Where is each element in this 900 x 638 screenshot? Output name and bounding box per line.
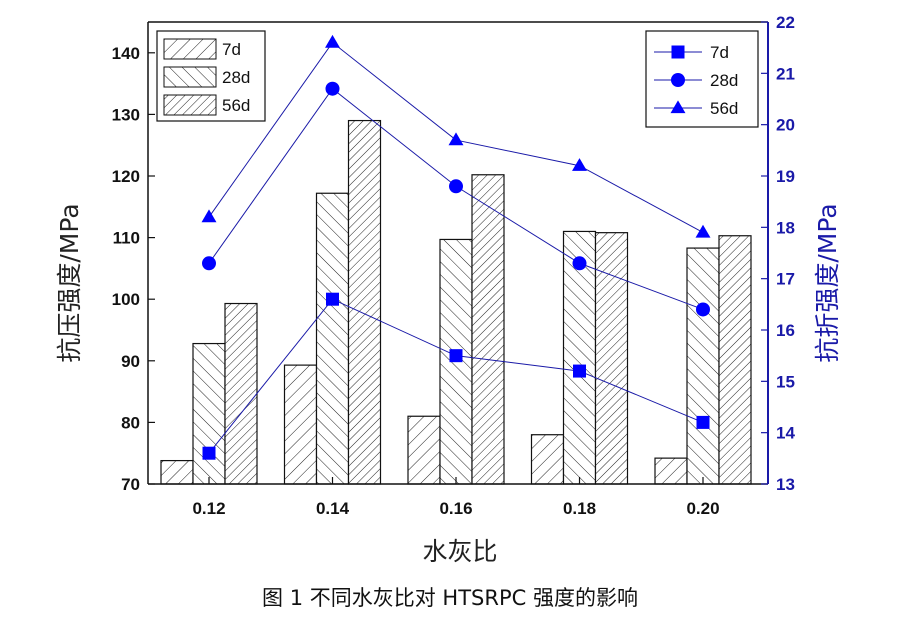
y-left-tick-label-80: 80 [121,413,140,432]
y-left-tick-label-130: 130 [112,105,140,124]
y-left-tick-label-70: 70 [121,475,140,494]
legend-left-label-28d: 28d [222,68,250,87]
point-7d-0.16 [449,349,463,363]
y-left-tick-label-100: 100 [112,290,140,309]
legend-left-label-7d: 7d [222,40,241,59]
y-right-tick-label-20: 20 [776,116,795,135]
legend-left: 7d 28d 56d [156,30,266,122]
x-tick-label-0.14: 0.14 [316,499,350,518]
bar-7d-0.16 [407,415,441,485]
lines-layer [201,34,711,460]
legend-left-swatch-28d [163,66,217,88]
point-7d-0.14 [326,292,339,306]
bar-56d-0.14 [347,119,382,485]
x-tick-label-0.20: 0.20 [686,499,719,518]
axes-layer: 70 80 90 100 110 120 130 140 13 14 15 16 17 18 19 20 21 2… [112,13,796,518]
legend-right-label-56d: 56d [710,99,738,118]
x-tick-label-0.16: 0.16 [439,499,472,518]
y-right-tick-label-18: 18 [776,218,795,237]
point-7d-0.12 [202,446,216,460]
y-right-tick-label-13: 13 [776,475,795,494]
legend-left-label-56d: 56d [222,96,250,115]
x-tick-label-0.18: 0.18 [563,499,596,518]
point-56d-0.20 [695,224,711,238]
y-right-tick-label-21: 21 [776,64,795,83]
y-right-tick-label-19: 19 [776,167,795,186]
point-28d-0.18 [572,256,587,271]
bar-7d-0.12 [160,459,194,485]
bar-7d-0.14 [283,364,318,485]
legend-right-box [645,30,759,128]
legend-right-label-7d: 7d [710,43,729,62]
bar-28d-0.14 [315,192,350,485]
legend-right-label-28d: 28d [710,71,738,90]
bar-7d-0.18 [530,434,565,485]
bar-28d-0.18 [562,230,597,485]
bar-28d-0.20 [686,247,720,485]
bar-56d-0.16 [471,174,505,485]
legend-right-marker-28d [671,73,685,87]
bars-layer [160,119,752,485]
legend-left-swatch-7d [163,38,217,60]
x-tick-label-0.12: 0.12 [192,499,225,518]
legend-right-marker-7d [671,45,685,59]
y-right-tick-label-16: 16 [776,321,795,340]
point-28d-0.12 [202,256,216,271]
y-right-tick-label-15: 15 [776,372,795,391]
figure-caption: 图 1 不同水灰比对 HTSRPC 强度的影响 [262,586,638,610]
point-56d-0.14 [325,34,340,48]
point-28d-0.14 [325,81,340,96]
y-left-tick-label-110: 110 [113,229,140,248]
y-right-tick-label-14: 14 [776,424,795,443]
point-28d-0.20 [696,302,710,317]
point-7d-0.20 [696,415,710,429]
bar-56d-0.20 [718,235,752,485]
y-axis-left-label: 抗压强度/MPa [55,203,84,362]
bar-56d-0.12 [224,302,258,485]
y-left-tick-label-140: 140 [112,44,140,63]
point-28d-0.16 [449,179,463,194]
legend-left-swatch-56d [163,94,217,116]
bar-56d-0.18 [594,232,629,485]
y-axis-right-label: 抗折强度/MPa [813,203,842,362]
y-right-tick-label-17: 17 [776,270,795,289]
point-56d-0.16 [448,132,464,146]
y-right-tick-label-22: 22 [776,13,795,32]
point-7d-0.18 [573,364,586,378]
point-56d-0.18 [572,158,587,171]
y-left-tick-label-120: 120 [112,167,140,186]
y-left-tick-label-90: 90 [121,352,140,371]
bar-28d-0.12 [192,342,226,485]
point-56d-0.12 [201,209,217,223]
legend-right-marker-56d [670,100,686,114]
legend-right: 7d 28d 56d [645,30,759,128]
bar-7d-0.20 [654,457,688,485]
x-axis-label: 水灰比 [422,537,497,566]
